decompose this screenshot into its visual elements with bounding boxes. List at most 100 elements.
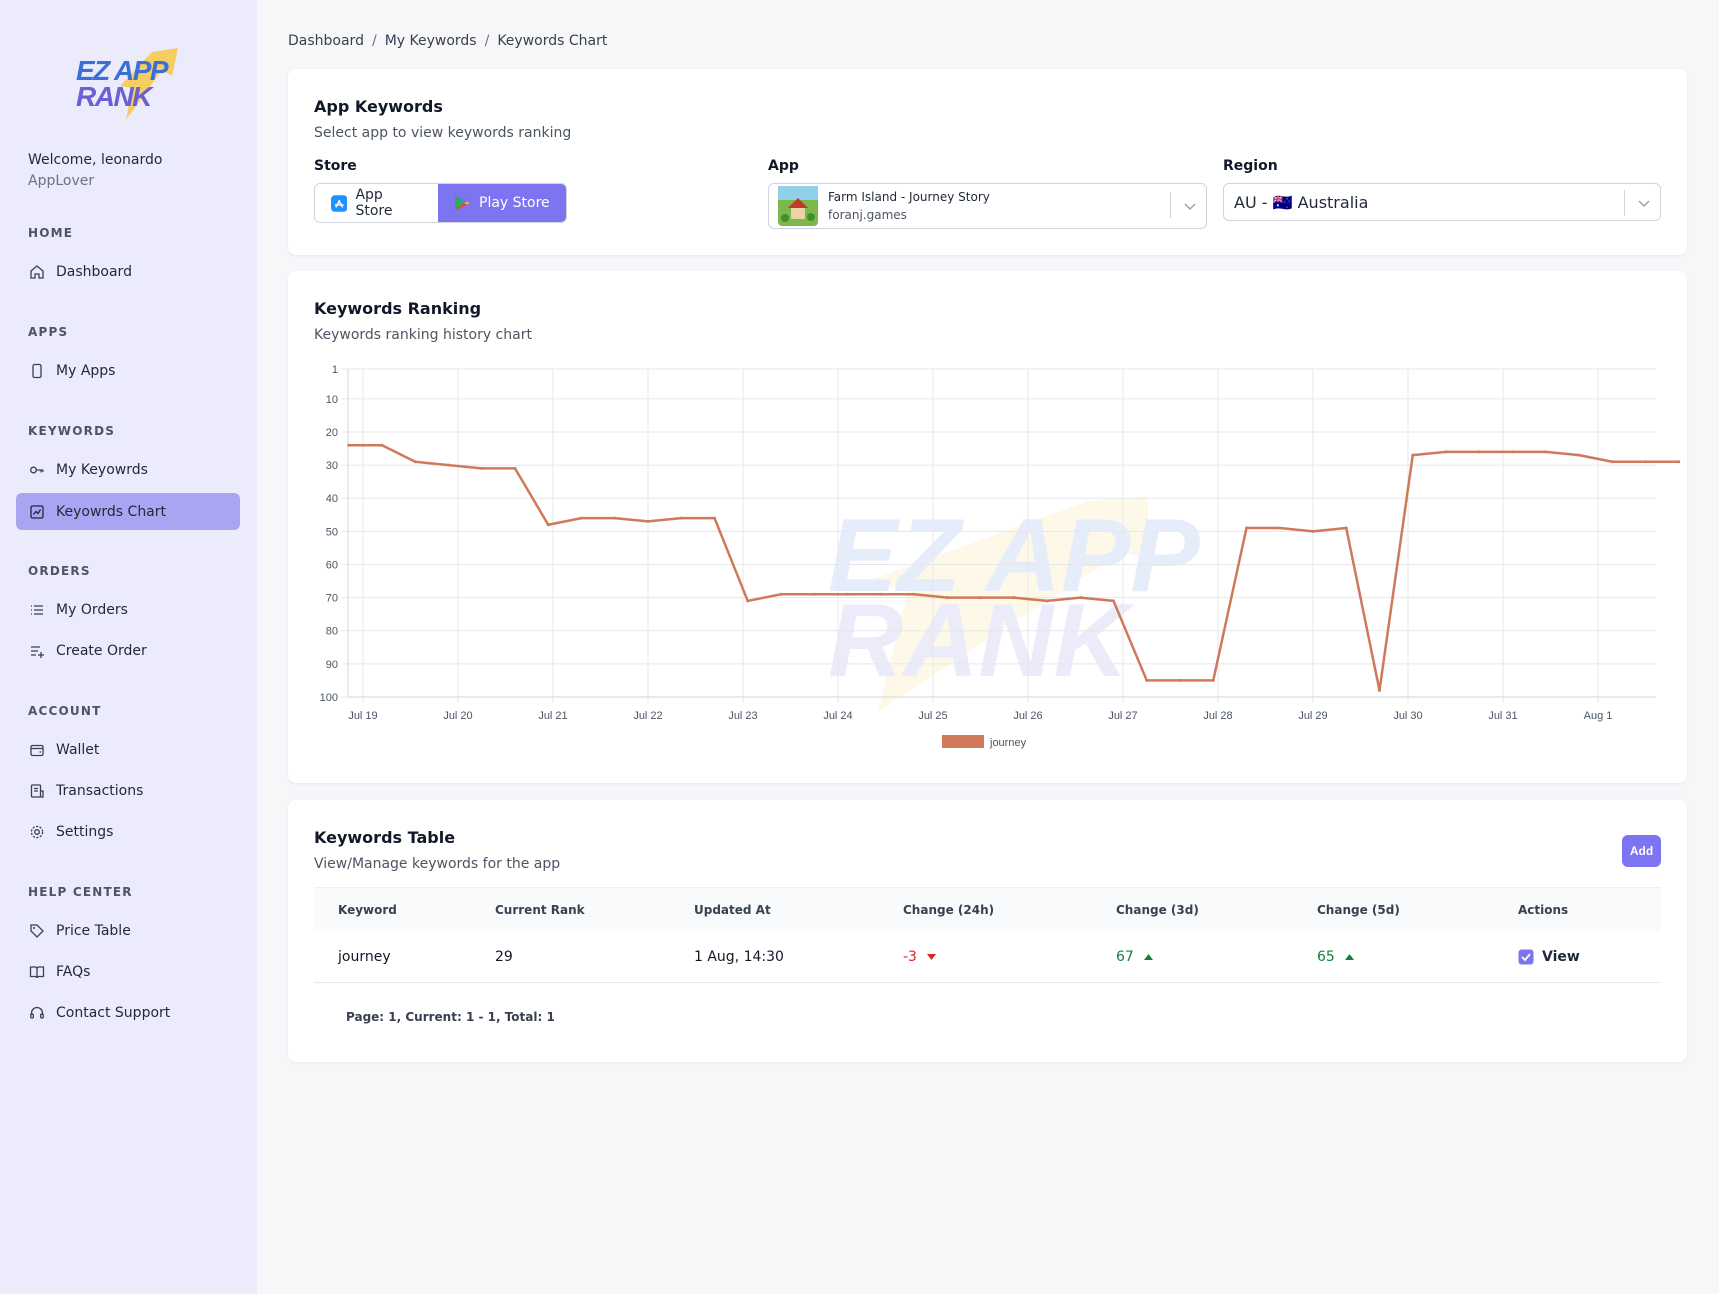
headset-icon bbox=[30, 1006, 44, 1019]
nav-label: My Orders bbox=[56, 601, 128, 618]
data-point bbox=[1378, 688, 1381, 692]
pagination-info: Page: 1, Current: 1 - 1, Total: 1 bbox=[346, 1010, 555, 1024]
column-current-rank[interactable]: Current Rank bbox=[495, 903, 585, 917]
store-label: Store bbox=[314, 158, 357, 174]
card-subtitle: Select app to view keywords ranking bbox=[314, 125, 572, 141]
x-axis: Jul 19 Jul 20 Jul 21 Jul 22 Jul 23 Jul 24 Jul … bbox=[348, 710, 1612, 722]
nav-price-table[interactable]: Price Table bbox=[16, 912, 240, 949]
data-point bbox=[347, 443, 351, 447]
data-point bbox=[879, 592, 883, 596]
tag-icon bbox=[30, 923, 44, 938]
nav-wallet[interactable]: Wallet bbox=[16, 731, 240, 768]
nav-my-keywords[interactable]: My Keyowrds bbox=[16, 451, 240, 488]
phone-icon bbox=[32, 363, 42, 378]
column-change-5d[interactable]: Change (5d) bbox=[1317, 903, 1400, 917]
card-subtitle: View/Manage keywords for the app bbox=[314, 856, 561, 872]
data-point bbox=[1145, 678, 1149, 682]
nav-section-orders: ORDERS bbox=[28, 564, 91, 578]
card-title: App Keywords bbox=[314, 97, 443, 116]
app-store-label: App Store bbox=[355, 187, 393, 219]
arrow-up-icon bbox=[1143, 954, 1153, 960]
y-tick-label: 20 bbox=[326, 427, 338, 439]
app-select[interactable]: Farm Island - Journey Story foranj.games bbox=[768, 183, 1207, 229]
column-change-3d[interactable]: Change (3d) bbox=[1116, 903, 1199, 917]
chart-series bbox=[347, 443, 1681, 692]
data-point bbox=[1677, 460, 1681, 464]
x-tick-label: Jul 23 bbox=[728, 710, 757, 722]
x-tick-label: Jul 24 bbox=[823, 710, 852, 722]
nav-dashboard[interactable]: Dashboard bbox=[16, 253, 240, 290]
data-point bbox=[812, 592, 816, 596]
y-tick-label: 30 bbox=[326, 460, 338, 472]
data-point bbox=[1444, 450, 1448, 454]
data-point bbox=[380, 443, 384, 447]
nav-settings[interactable]: Settings bbox=[16, 813, 240, 850]
column-keyword[interactable]: Keyword bbox=[338, 903, 397, 917]
data-point bbox=[1112, 599, 1115, 603]
brand-logo[interactable]: EZ APP RANK bbox=[74, 48, 184, 120]
select-divider bbox=[1170, 192, 1171, 218]
data-point bbox=[979, 596, 982, 600]
region-label: Region bbox=[1223, 158, 1278, 174]
welcome-text: Welcome, leonardo bbox=[28, 152, 163, 168]
data-point bbox=[945, 596, 949, 600]
x-tick-label: Jul 20 bbox=[443, 710, 472, 722]
logo-line1: EZ APP bbox=[76, 55, 169, 86]
add-keyword-button[interactable]: Add bbox=[1622, 835, 1661, 867]
card-title: Keywords Table bbox=[314, 828, 456, 847]
column-updated-at[interactable]: Updated At bbox=[694, 903, 771, 917]
nav-label: FAQs bbox=[56, 963, 91, 980]
change-5d-value: 65 bbox=[1317, 949, 1335, 965]
x-tick-label: Jul 28 bbox=[1203, 710, 1232, 722]
nav-contact-support[interactable]: Contact Support bbox=[16, 994, 240, 1031]
app-thumbnail bbox=[778, 186, 818, 226]
column-actions: Actions bbox=[1518, 903, 1569, 917]
breadcrumb-my-keywords[interactable]: My Keywords bbox=[384, 33, 477, 49]
region-select[interactable]: AU - 🇦🇺 Australia bbox=[1223, 183, 1661, 221]
table-row: journey 29 1 Aug, 14:30 -3 67 65 View bbox=[314, 931, 1661, 983]
card-subtitle: Keywords ranking history chart bbox=[314, 327, 532, 343]
data-point bbox=[480, 466, 484, 470]
chart-legend[interactable]: journey bbox=[942, 735, 1027, 749]
nav-faqs[interactable]: FAQs bbox=[16, 953, 240, 990]
app-label: App bbox=[768, 158, 799, 174]
nav-label: Create Order bbox=[56, 642, 147, 659]
store-toggle: App Store Play Store bbox=[314, 183, 567, 223]
data-point bbox=[912, 592, 916, 596]
nav-label: Dashboard bbox=[56, 263, 132, 280]
table-header: Keyword Current Rank Updated At Change (… bbox=[314, 887, 1661, 931]
y-tick-label: 80 bbox=[326, 626, 338, 638]
keywords-ranking-card: Keywords Ranking Keywords ranking histor… bbox=[288, 271, 1687, 783]
view-label: View bbox=[1542, 949, 1580, 965]
chart-icon bbox=[30, 504, 44, 519]
view-action[interactable]: View bbox=[1518, 949, 1580, 965]
play-store-button[interactable]: Play Store bbox=[438, 184, 566, 222]
checkbox-icon[interactable] bbox=[1518, 949, 1534, 965]
data-point bbox=[1610, 460, 1614, 464]
watermark-logo: EZ APP RANK bbox=[828, 496, 1200, 711]
x-tick-label: Jul 27 bbox=[1108, 710, 1137, 722]
data-point bbox=[1278, 526, 1282, 530]
app-store-button[interactable]: App Store bbox=[315, 184, 438, 222]
breadcrumb-dashboard[interactable]: Dashboard bbox=[288, 33, 364, 49]
sidebar: EZ APP RANK Welcome, leonardo AppLover H… bbox=[0, 0, 257, 1294]
data-point bbox=[746, 599, 750, 603]
column-change-24h[interactable]: Change (24h) bbox=[903, 903, 995, 917]
nav-my-apps[interactable]: My Apps bbox=[16, 352, 240, 389]
data-point bbox=[646, 519, 650, 523]
cell-change-24h: -3 bbox=[903, 949, 936, 965]
nav-create-order[interactable]: Create Order bbox=[16, 632, 240, 669]
x-tick-label: Jul 30 bbox=[1393, 710, 1422, 722]
data-point bbox=[1577, 453, 1581, 457]
arrow-down-icon bbox=[926, 954, 936, 960]
nav-keywords-chart[interactable]: Keyowrds Chart bbox=[16, 493, 240, 530]
data-point bbox=[1045, 599, 1049, 603]
nav-transactions[interactable]: Transactions bbox=[16, 772, 240, 809]
x-tick-label: Jul 26 bbox=[1013, 710, 1042, 722]
list-icon bbox=[31, 604, 43, 615]
card-title: Keywords Ranking bbox=[314, 299, 482, 318]
breadcrumb-separator: / bbox=[371, 33, 377, 49]
nav-my-orders[interactable]: My Orders bbox=[16, 591, 240, 628]
cell-updated: 1 Aug, 14:30 bbox=[694, 949, 784, 965]
wallet-icon bbox=[30, 744, 44, 756]
